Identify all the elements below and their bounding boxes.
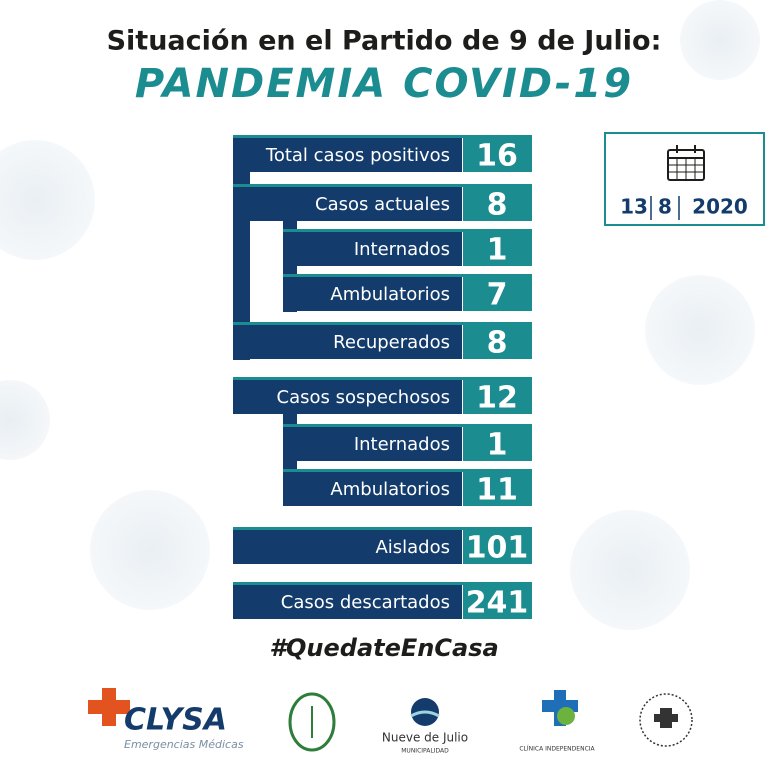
value-box [463,472,532,506]
clysa-logo: CLYSA Emergencias Médicas [88,688,244,751]
clinica-logo: CLÍNICA INDEPENDENCIA [519,690,596,753]
row-value: 7 [487,278,508,313]
label-box [283,472,462,506]
row-stripe [283,229,532,232]
logo-tagline: MUNICIPALIDAD [401,748,449,755]
row-label: Internados [354,434,450,455]
row-label: Recuperados [333,332,450,353]
row-label: Aislados [375,537,450,558]
row-label: Casos descartados [281,592,450,613]
label-box [233,585,462,619]
hashtag: #QuedateEnCasa [269,634,498,662]
row-label: Ambulatorios [330,479,450,500]
label-box [233,380,462,414]
row-label: Total casos positivos [265,145,450,166]
row-value: 101 [466,531,529,566]
row-stripe [283,469,532,472]
row-value: 1 [487,428,508,463]
row-stripe [233,184,532,187]
value-box [463,585,532,619]
logos: CLYSA Emergencias Médicas Nueve de Julio… [88,688,693,755]
background-viruses [0,0,760,630]
row-stripe [233,527,532,530]
value-box [463,530,532,564]
value-box [463,380,532,414]
row-value: 11 [476,473,518,508]
row-label: Ambulatorios [330,284,450,305]
label-box [233,187,462,221]
calendar-icon [667,145,705,181]
date-year: 2020 [692,195,748,219]
value-box [463,427,532,461]
row-stripe [233,135,532,138]
label-box [233,138,462,172]
row-value: 8 [487,188,508,223]
row-value: 241 [466,586,529,621]
row-label: Internados [354,239,450,260]
label-box [283,232,462,266]
logo-name: CLÍNICA INDEPENDENCIA [519,746,595,753]
row-value: 16 [476,139,518,174]
date-day: 13 [620,195,648,219]
label-box [233,530,462,564]
row-label: Casos actuales [315,194,450,215]
row-stripe [233,322,532,325]
label-box [233,325,462,359]
stats: Total casos positivos 16 Casos actuales 8 In… [233,135,532,621]
row-value: 8 [487,326,508,361]
subtitle: PANDEMIA COVID-19 [135,61,633,107]
logo-tagline: Emergencias Médicas [124,738,244,751]
row-stripe [233,377,532,380]
logo-name: Nueve de Julio [382,731,468,745]
row-stripe [283,274,532,277]
value-box [463,277,532,311]
date-box: 13 8 2020 [604,132,765,226]
value-box [463,138,532,172]
label-box [283,277,462,311]
value-box [463,187,532,221]
row-stripe [233,582,532,585]
date-month: 8 [658,195,672,219]
label-box [283,427,462,461]
municipal-logo: Nueve de Julio MUNICIPALIDAD [382,698,468,755]
title: Situación en el Partido de 9 de Julio: [107,26,662,57]
row-value: 12 [476,381,518,416]
row-label: Casos sospechosos [277,387,450,408]
seal-logo [639,693,693,747]
value-box [463,232,532,266]
row-value: 1 [487,233,508,268]
row-stripe [283,424,532,427]
hospital-seal [288,692,336,752]
logo-name: CLYSA [124,703,227,738]
value-box [463,325,532,359]
